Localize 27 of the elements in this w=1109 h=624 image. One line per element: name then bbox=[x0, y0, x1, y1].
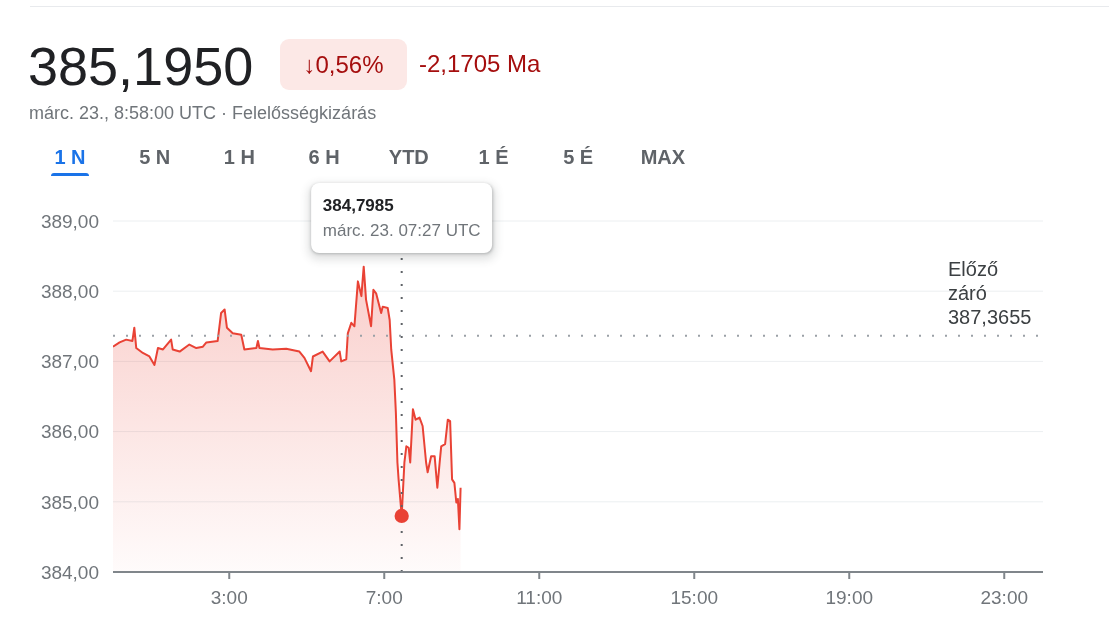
x-tick-label: 7:00 bbox=[365, 587, 403, 609]
text: -2,1705 Ma bbox=[419, 50, 541, 77]
chart-subtitle: márc. 23., 8:58:00 UTC · Felelősségkizárás bbox=[29, 103, 377, 123]
ref-line-label: Előző záró 387,3655 bbox=[948, 257, 1032, 328]
x-tick-label: 19:00 bbox=[825, 587, 874, 609]
x-tick-label: 3:00 bbox=[210, 587, 248, 609]
text: 6 H bbox=[308, 146, 340, 168]
y-tick-label: 388,00 bbox=[40, 280, 99, 302]
y-tick-label: 387,00 bbox=[40, 351, 99, 373]
text: 5 É bbox=[563, 146, 594, 168]
text: 1 H bbox=[223, 146, 255, 168]
x-tick-label: 23:00 bbox=[980, 587, 1029, 609]
x-tick-label: 11:00 bbox=[516, 587, 563, 609]
text: 1 É bbox=[478, 146, 509, 168]
y-tick-label: 386,00 bbox=[40, 421, 99, 443]
chart-title: 385,1950 bbox=[28, 36, 254, 96]
text: YTD bbox=[388, 146, 429, 168]
text: 1 N bbox=[54, 146, 86, 168]
tooltip: 384,7985 márc. 23. 07:27 UTC bbox=[310, 183, 493, 253]
text: MAX bbox=[640, 146, 686, 168]
annotation: 384,7985 márc. 23. 07:27 UTC bbox=[322, 196, 481, 240]
y-tick-label: 385,00 bbox=[40, 491, 99, 513]
x-tick-label: 15:00 bbox=[670, 587, 719, 609]
text: 5 N bbox=[139, 146, 171, 168]
y-tick-label: 384,00 bbox=[40, 561, 99, 583]
badge: ↓0,56% bbox=[280, 39, 407, 90]
y-tick-label: 389,00 bbox=[40, 210, 99, 232]
